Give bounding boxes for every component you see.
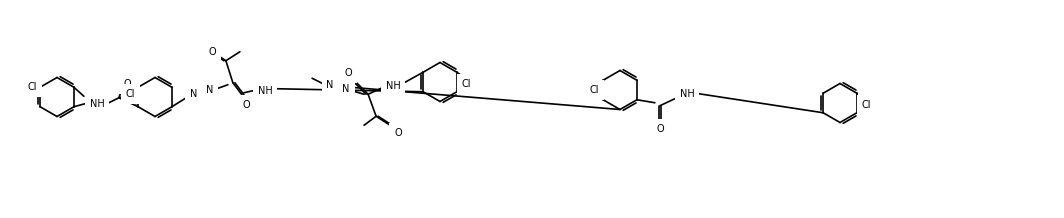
- Text: O: O: [394, 128, 402, 138]
- Text: NH: NH: [257, 86, 272, 96]
- Text: N: N: [327, 80, 334, 90]
- Text: Cl: Cl: [462, 79, 471, 89]
- Text: Cl: Cl: [28, 82, 37, 92]
- Text: N: N: [206, 85, 214, 95]
- Text: O: O: [123, 79, 131, 89]
- Text: NH: NH: [89, 99, 104, 109]
- Text: NH: NH: [680, 89, 695, 99]
- Text: Cl: Cl: [862, 100, 871, 110]
- Text: N: N: [343, 84, 350, 94]
- Text: O: O: [209, 47, 216, 57]
- Text: O: O: [345, 68, 352, 78]
- Text: Cl: Cl: [589, 85, 599, 95]
- Text: Cl: Cl: [126, 89, 135, 99]
- Text: NH: NH: [386, 81, 400, 91]
- Text: O: O: [656, 124, 664, 134]
- Text: O: O: [243, 100, 250, 110]
- Text: N: N: [190, 89, 198, 99]
